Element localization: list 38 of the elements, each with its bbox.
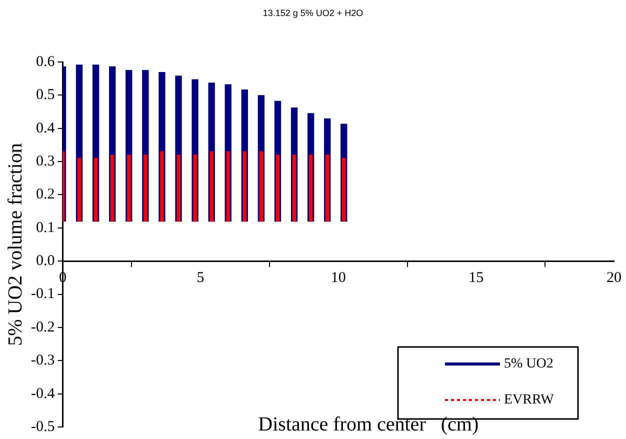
x-axis-title: Distance from center (cm) [258,413,479,436]
y-tick-label: -0.3 [30,352,55,369]
y-tick-label: -0.2 [30,319,55,336]
y-tick-label: 0.6 [36,54,56,70]
y-tick-label: 0.0 [36,253,55,270]
bar [94,158,98,222]
bar [127,154,131,222]
legend-label: 5% UO2 [504,356,554,372]
bar [77,158,82,222]
y-tick-label: 0.4 [36,120,56,136]
y-tick-label: -0.4 [30,386,56,402]
x-tick-label: 20 [606,270,622,286]
legend-label: EVRRW [504,392,555,408]
bar [176,154,180,222]
x-tick-label: 15 [468,270,484,286]
bar [210,151,214,222]
bar [292,154,296,222]
bar [226,151,230,222]
bar [110,154,114,222]
x-tick-label: 10 [330,270,346,286]
y-tick-label: 0.5 [36,87,55,104]
chart-title: 13.152 g 5% UO2 + H2O [262,8,364,18]
bar [259,151,264,222]
x-tick-label: 5 [196,270,204,286]
bar [276,154,280,222]
bar [160,151,164,222]
y-tick-label: 0.2 [36,186,55,203]
bar [193,154,197,222]
bar [342,158,346,222]
y-tick-label: -0.5 [30,418,55,435]
y-axis-title: 5% UO2 volume fraction [4,143,26,346]
bar [308,154,313,222]
bar [144,154,148,222]
y-tick-label: -0.1 [30,286,55,302]
y-tick-label: 0.3 [36,153,55,170]
y-tick-label: 0.1 [36,220,55,236]
bar [242,151,246,222]
bar [326,154,330,222]
